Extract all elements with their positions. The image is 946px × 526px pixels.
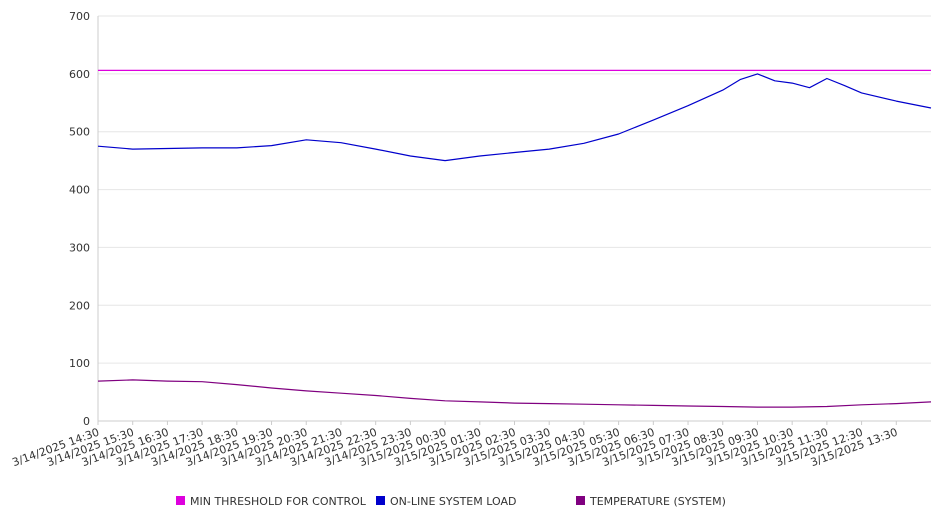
legend-swatch (576, 496, 585, 505)
y-tick-label: 500 (69, 126, 90, 139)
legend-label: ON-LINE SYSTEM LOAD (390, 495, 516, 508)
y-tick-label: 100 (69, 357, 90, 370)
legend-swatch (176, 496, 185, 505)
legend-label: MIN THRESHOLD FOR CONTROL (190, 495, 367, 508)
series-line (97, 73, 932, 162)
legend-label: TEMPERATURE (SYSTEM) (589, 495, 726, 508)
legend-swatch (376, 496, 385, 505)
y-tick-label: 600 (69, 68, 90, 81)
y-tick-label: 200 (69, 299, 90, 312)
y-tick-label: 700 (69, 10, 90, 23)
legend: MIN THRESHOLD FOR CONTROL ON-LINE SYSTEM … (176, 495, 726, 508)
y-tick-label: 300 (69, 241, 90, 254)
series-line (97, 379, 932, 408)
series-lines (97, 69, 932, 408)
y-tick-label: 0 (83, 415, 90, 428)
grid (98, 15, 931, 364)
y-tick-label: 400 (69, 184, 90, 197)
